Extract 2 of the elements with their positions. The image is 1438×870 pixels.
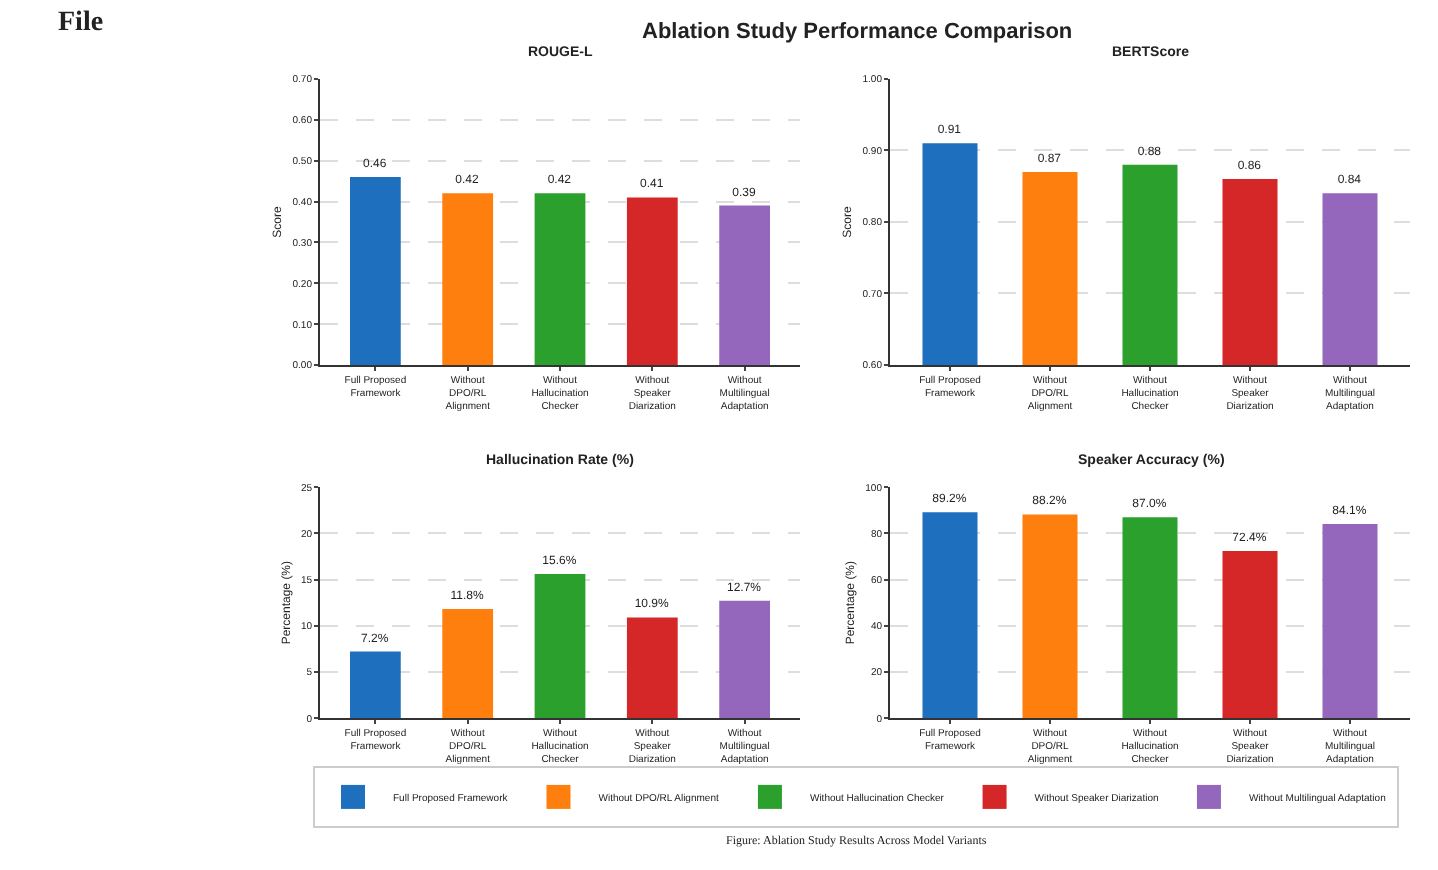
- text: File: [58, 8, 104, 38]
- text: Ablation Study Performance Comparison: [642, 20, 1073, 44]
